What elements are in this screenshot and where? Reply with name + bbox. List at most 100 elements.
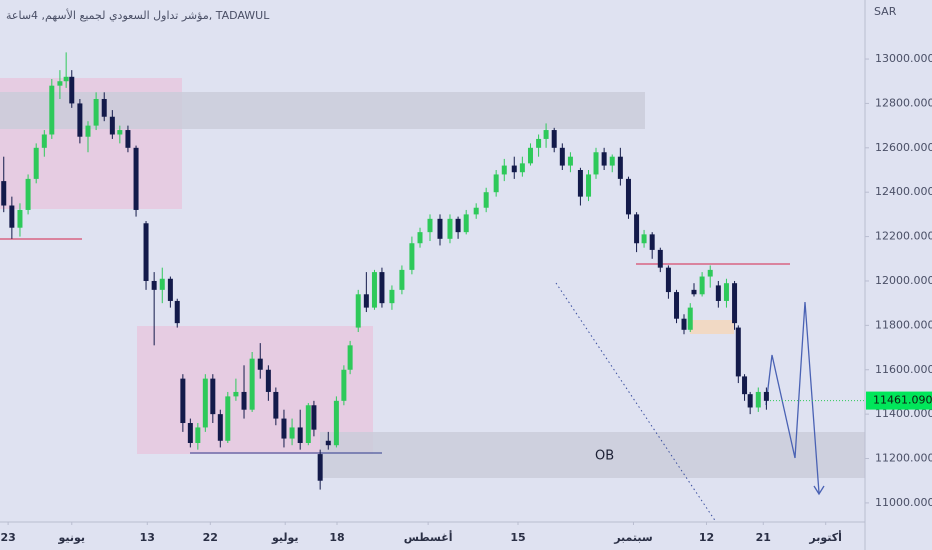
y-tick-label: 11600.000	[875, 363, 932, 376]
x-tick-label: يونيو	[57, 531, 85, 544]
candle-body	[371, 272, 377, 308]
x-tick-label: أكتوبر	[808, 530, 842, 544]
y-tick-label: 12200.000	[875, 230, 932, 243]
candle-body	[241, 391, 247, 410]
candle-body	[577, 170, 583, 197]
candle-body	[763, 391, 769, 401]
candle-body	[483, 192, 489, 208]
candle-body	[265, 369, 271, 392]
candle-body	[311, 405, 317, 430]
arrow-head	[813, 485, 825, 496]
candle-body	[33, 147, 39, 179]
candle-body	[341, 369, 347, 401]
x-tick-label: 18	[329, 531, 344, 544]
candle-body	[9, 205, 15, 228]
resistance-zone	[0, 92, 645, 129]
candle-body	[297, 427, 303, 443]
candle-body	[601, 152, 607, 166]
candle-body	[519, 163, 525, 173]
candle-body	[180, 378, 186, 424]
fvg-zone	[690, 320, 734, 334]
candle-body	[567, 156, 573, 166]
candle-body	[133, 147, 139, 210]
candle-body	[25, 178, 31, 210]
candle-body	[57, 81, 63, 86]
candle-body	[657, 249, 663, 268]
candle-body	[609, 156, 615, 166]
candle-body	[593, 152, 599, 175]
y-tick-label: 13000.000	[875, 52, 932, 65]
x-tick-label: 12	[699, 531, 714, 544]
candle-body	[437, 218, 443, 239]
y-tick-label: 12800.000	[875, 96, 932, 109]
candle-body	[735, 327, 741, 377]
candle-body	[755, 391, 761, 408]
candle-body	[399, 269, 405, 290]
candle-body	[355, 294, 361, 328]
annotation: OB	[595, 449, 614, 464]
candle-body	[333, 400, 339, 446]
candle-body	[317, 454, 323, 481]
candle-body	[249, 358, 255, 410]
x-tick-label: سبتمبر	[613, 531, 653, 544]
candle-body	[649, 234, 655, 250]
candles	[1, 52, 769, 490]
candle-body	[417, 232, 423, 244]
candle-body	[634, 214, 640, 244]
candle-body	[325, 440, 331, 446]
candle-body	[281, 418, 287, 439]
projection-path	[765, 301, 820, 494]
chart-title: مؤشر تداول السعودي لجميع الأسهم, 4ساعة, …	[6, 8, 270, 22]
candle-body	[723, 283, 729, 301]
candle-body	[49, 85, 55, 135]
candle-body	[543, 130, 549, 139]
candle-body	[742, 376, 748, 395]
x-tick-label: 22	[203, 531, 218, 544]
candle-body	[707, 269, 713, 277]
x-tick-label: 23	[0, 531, 15, 544]
candle-body	[691, 289, 697, 295]
last-price-label: 11461.090	[873, 394, 932, 407]
candle-body	[117, 130, 123, 135]
candle-body	[641, 234, 647, 244]
x-tick-label: يوليو	[271, 531, 299, 544]
candle-body	[159, 278, 165, 290]
candle-body	[586, 174, 592, 197]
y-tick-label: 12000.000	[875, 274, 932, 287]
candle-body	[493, 174, 499, 193]
candle-body	[473, 207, 479, 215]
candle-body	[217, 414, 223, 441]
candle-body	[715, 285, 721, 301]
y-tick-label: 12600.000	[875, 141, 932, 154]
candle-body	[202, 378, 208, 428]
candle-body	[455, 218, 461, 233]
candle-body	[167, 278, 173, 301]
candle-body	[225, 396, 231, 441]
candle-body	[273, 391, 279, 419]
candle-body	[527, 147, 533, 164]
candle-body	[257, 358, 263, 370]
candle-body	[347, 345, 353, 370]
candle-body	[1, 181, 7, 206]
candle-body	[363, 294, 369, 308]
candle-body	[143, 223, 149, 281]
candle-body	[747, 394, 753, 408]
candle-body	[409, 243, 415, 270]
candle-body	[625, 178, 631, 215]
axis-unit: SAR	[874, 5, 897, 18]
candle-body	[447, 218, 453, 239]
y-tick-label: 11800.000	[875, 318, 932, 331]
candle-body	[125, 130, 131, 148]
candle-body	[681, 318, 687, 330]
candle-body	[195, 427, 201, 443]
candle-body	[63, 76, 69, 82]
x-tick-label: 21	[756, 531, 771, 544]
candle-body	[69, 76, 75, 104]
candle-body	[93, 98, 99, 126]
ob-zone	[320, 432, 865, 478]
candle-body	[305, 405, 311, 443]
x-tick-label: 15	[510, 531, 525, 544]
candle-body	[732, 283, 738, 324]
x-tick-label: أغسطس	[404, 530, 453, 544]
